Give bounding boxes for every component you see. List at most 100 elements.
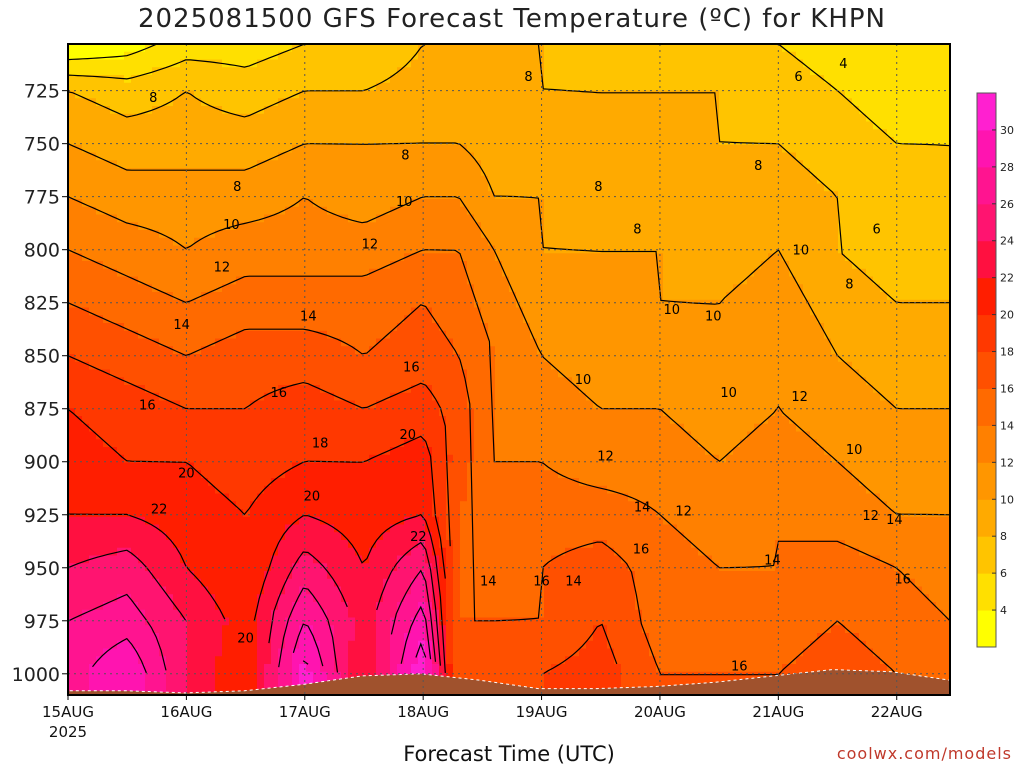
heatmap-cell — [201, 222, 209, 231]
heatmap-cell — [222, 501, 230, 510]
heatmap-cell — [180, 237, 188, 247]
heatmap-cell — [460, 431, 468, 440]
heatmap-cell — [355, 361, 363, 371]
heatmap-cell — [334, 656, 342, 665]
heatmap-cell — [453, 59, 461, 68]
heatmap-cell — [166, 346, 174, 355]
heatmap-cell — [474, 113, 482, 123]
heatmap-cell — [68, 144, 76, 154]
heatmap-cell — [194, 563, 202, 572]
heatmap-cell — [103, 152, 111, 161]
heatmap-cell — [75, 261, 83, 270]
heatmap-cell — [173, 485, 181, 495]
heatmap-cell — [138, 175, 146, 185]
heatmap-cell — [208, 206, 216, 216]
heatmap-cell — [187, 431, 195, 440]
heatmap-cell — [306, 98, 314, 107]
heatmap-cell — [404, 98, 412, 107]
heatmap-cell — [243, 129, 251, 138]
heatmap-cell — [334, 462, 342, 471]
heatmap-cell — [243, 168, 251, 177]
heatmap-cell — [117, 160, 125, 169]
heatmap-cell — [334, 199, 342, 208]
heatmap-cell — [236, 679, 244, 688]
heatmap-cell — [474, 354, 482, 363]
heatmap-cell — [159, 261, 167, 270]
heatmap-cell — [166, 485, 174, 495]
heatmap-cell — [306, 144, 314, 154]
heatmap-cell — [215, 206, 223, 216]
heatmap-cell — [369, 307, 377, 316]
heatmap-cell — [187, 555, 195, 564]
heatmap-cell — [201, 183, 209, 192]
heatmap-cell — [334, 106, 342, 115]
heatmap-cell — [75, 323, 83, 332]
heatmap-cell — [306, 284, 314, 293]
heatmap-cell — [75, 160, 83, 169]
heatmap-cell — [271, 144, 279, 154]
heatmap-cell — [103, 113, 111, 123]
heatmap-cell — [390, 578, 398, 588]
heatmap-cell — [362, 121, 370, 130]
heatmap-cell — [411, 385, 419, 394]
heatmap-cell — [397, 462, 405, 471]
heatmap-cell — [82, 51, 90, 61]
heatmap-cell — [124, 183, 132, 192]
heatmap-cell — [264, 586, 272, 595]
heatmap-cell — [187, 129, 195, 138]
heatmap-cell — [481, 261, 489, 270]
heatmap-cell — [222, 656, 230, 665]
heatmap-cell — [306, 516, 314, 526]
heatmap-cell — [166, 44, 174, 53]
heatmap-cell — [439, 509, 447, 518]
heatmap-cell — [250, 516, 258, 526]
heatmap-cell — [117, 392, 125, 402]
heatmap-cell — [355, 609, 363, 619]
heatmap-cell — [215, 392, 223, 402]
heatmap-cell — [355, 392, 363, 402]
heatmap-cell — [299, 400, 307, 409]
heatmap-cell — [208, 199, 216, 208]
heatmap-cell — [320, 222, 328, 231]
heatmap-cell — [117, 307, 125, 316]
heatmap-cell — [124, 516, 132, 526]
heatmap-cell — [453, 478, 461, 487]
heatmap-cell — [152, 307, 160, 316]
heatmap-cell — [96, 408, 104, 417]
heatmap-cell — [243, 648, 251, 657]
heatmap-cell — [194, 625, 202, 634]
heatmap-cell — [348, 392, 356, 402]
heatmap-cell — [236, 284, 244, 293]
heatmap-cell — [418, 237, 426, 247]
heatmap-cell — [201, 144, 209, 154]
heatmap-cell — [173, 656, 181, 665]
heatmap-cell — [166, 245, 174, 254]
heatmap-cell — [264, 408, 272, 417]
heatmap-cell — [355, 168, 363, 177]
heatmap-cell — [173, 191, 181, 200]
heatmap-cell — [306, 470, 314, 479]
heatmap-cell — [404, 137, 412, 146]
heatmap-cell — [418, 183, 426, 192]
heatmap-cell — [278, 44, 286, 53]
heatmap-cell — [481, 276, 489, 285]
heatmap-cell — [460, 509, 468, 518]
heatmap-cell — [474, 222, 482, 231]
heatmap-cell — [467, 509, 475, 518]
heatmap-cell — [404, 454, 412, 464]
heatmap-cell — [103, 454, 111, 464]
heatmap-cell — [418, 315, 426, 324]
heatmap-cell — [334, 323, 342, 332]
heatmap-cell — [131, 377, 139, 386]
heatmap-cell — [152, 106, 160, 115]
heatmap-cell — [229, 602, 237, 611]
heatmap-cell — [320, 152, 328, 161]
heatmap-cell — [404, 400, 412, 409]
heatmap-cell — [285, 439, 293, 448]
heatmap-cell — [250, 268, 258, 278]
heatmap-cell — [376, 129, 384, 138]
heatmap-cell — [124, 307, 132, 316]
heatmap-cell — [201, 346, 209, 355]
heatmap-cell — [432, 206, 440, 216]
heatmap-cell — [383, 51, 391, 61]
